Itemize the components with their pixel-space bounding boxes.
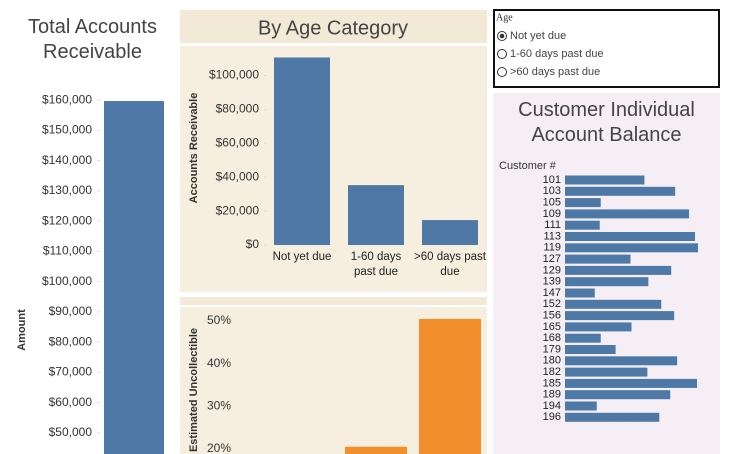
y-axis-title: Amount <box>16 309 28 351</box>
chart-title: Total Accounts Receivable <box>28 16 157 63</box>
y-tick-label: $60,000 <box>216 135 260 149</box>
bar <box>274 57 330 245</box>
bar <box>565 209 690 219</box>
filter-option[interactable]: Not yet due <box>510 30 566 42</box>
y-tick-label: $90,000 <box>49 304 93 318</box>
y-axis-title: Estimated Uncollectible <box>188 328 200 452</box>
filter-option[interactable]: >60 days past due <box>510 66 600 78</box>
category-axis-title: Customer # <box>499 160 557 172</box>
radio-dot <box>499 33 505 39</box>
panel <box>180 46 487 292</box>
y-tick-label: $80,000 <box>49 334 93 348</box>
y-tick-label: 168 <box>543 332 561 344</box>
filter-title: Age <box>496 12 513 23</box>
bar <box>104 101 164 454</box>
y-tick-label: 194 <box>543 400 561 412</box>
y-tick-label: 156 <box>543 310 561 322</box>
y-tick-label: 180 <box>543 355 561 367</box>
bar <box>422 220 478 245</box>
y-tick-label: 113 <box>543 230 561 242</box>
y-tick-label: $0 <box>246 237 260 251</box>
y-tick-label: 111 <box>544 219 561 231</box>
bar <box>565 175 645 185</box>
bar <box>419 318 481 454</box>
y-tick-label: $130,000 <box>42 183 92 197</box>
bar <box>565 401 597 411</box>
bar <box>345 446 407 454</box>
radio <box>497 49 507 59</box>
y-tick-label: 139 <box>543 276 561 288</box>
bar <box>565 333 601 343</box>
bar <box>565 311 675 321</box>
y-tick-label: 129 <box>543 264 561 276</box>
bar <box>565 232 696 241</box>
y-tick-label: 30% <box>207 398 231 412</box>
bar <box>565 322 632 332</box>
y-axis-title: Accounts Receivable <box>188 93 200 204</box>
y-tick-label: 103 <box>543 185 561 197</box>
y-tick-label: 20% <box>207 441 231 454</box>
y-tick-label: 182 <box>543 366 561 378</box>
y-tick-label: $140,000 <box>42 153 92 167</box>
radio <box>497 67 507 77</box>
bar <box>565 220 600 230</box>
y-tick-label: 165 <box>543 321 561 333</box>
y-tick-label: $70,000 <box>49 365 93 379</box>
y-tick-label: 101 <box>543 174 561 186</box>
chart-title: By Age Category <box>258 17 408 39</box>
y-tick-label: $110,000 <box>43 244 92 258</box>
bar <box>565 265 672 275</box>
y-tick-label: 152 <box>543 298 561 310</box>
y-tick-label: 109 <box>543 208 561 220</box>
x-tick-label: >60 days past due <box>414 251 486 278</box>
y-tick-label: $50,000 <box>49 425 93 439</box>
y-tick-label: 179 <box>543 343 561 355</box>
filter-box <box>493 9 720 88</box>
y-tick-label: $20,000 <box>216 203 260 217</box>
bar <box>565 288 595 298</box>
y-tick-label: $160,000 <box>42 92 92 106</box>
y-tick-label: 105 <box>543 197 561 209</box>
y-tick-label: $100,000 <box>42 274 92 288</box>
bar <box>348 185 404 245</box>
x-tick-label: Not yet due <box>272 251 332 263</box>
panel-title-band <box>180 10 487 43</box>
bar <box>565 367 648 377</box>
y-tick-label: 196 <box>543 411 561 423</box>
y-tick-label: 40% <box>207 356 231 370</box>
y-tick-label: 127 <box>543 253 561 265</box>
y-tick-label: 50% <box>207 313 231 327</box>
bar <box>565 243 699 253</box>
filter-option[interactable]: 1-60 days past due <box>510 48 604 60</box>
y-tick-label: 185 <box>543 377 561 389</box>
bar <box>565 299 662 309</box>
y-tick-label: $80,000 <box>216 102 260 116</box>
x-tick-label: 1-60 days past due <box>350 251 402 278</box>
y-tick-label: 189 <box>543 389 561 401</box>
bar <box>565 345 616 354</box>
bar <box>565 198 601 208</box>
bar <box>565 378 698 388</box>
y-tick-label: $150,000 <box>42 123 92 137</box>
y-tick-label: 119 <box>543 242 561 254</box>
y-tick-label: $40,000 <box>216 169 260 183</box>
y-tick-label: $100,000 <box>209 68 259 82</box>
y-tick-label: $120,000 <box>42 213 92 227</box>
bar <box>565 254 631 264</box>
panel-title-band <box>180 297 487 305</box>
chart-title: Customer Individual Account Balance <box>518 99 695 146</box>
bar <box>565 412 660 422</box>
bar <box>565 390 671 400</box>
bar <box>565 356 678 366</box>
bar <box>565 186 676 196</box>
bar <box>565 277 649 287</box>
y-tick-label: 147 <box>543 287 561 299</box>
y-tick-label: $60,000 <box>49 395 93 409</box>
